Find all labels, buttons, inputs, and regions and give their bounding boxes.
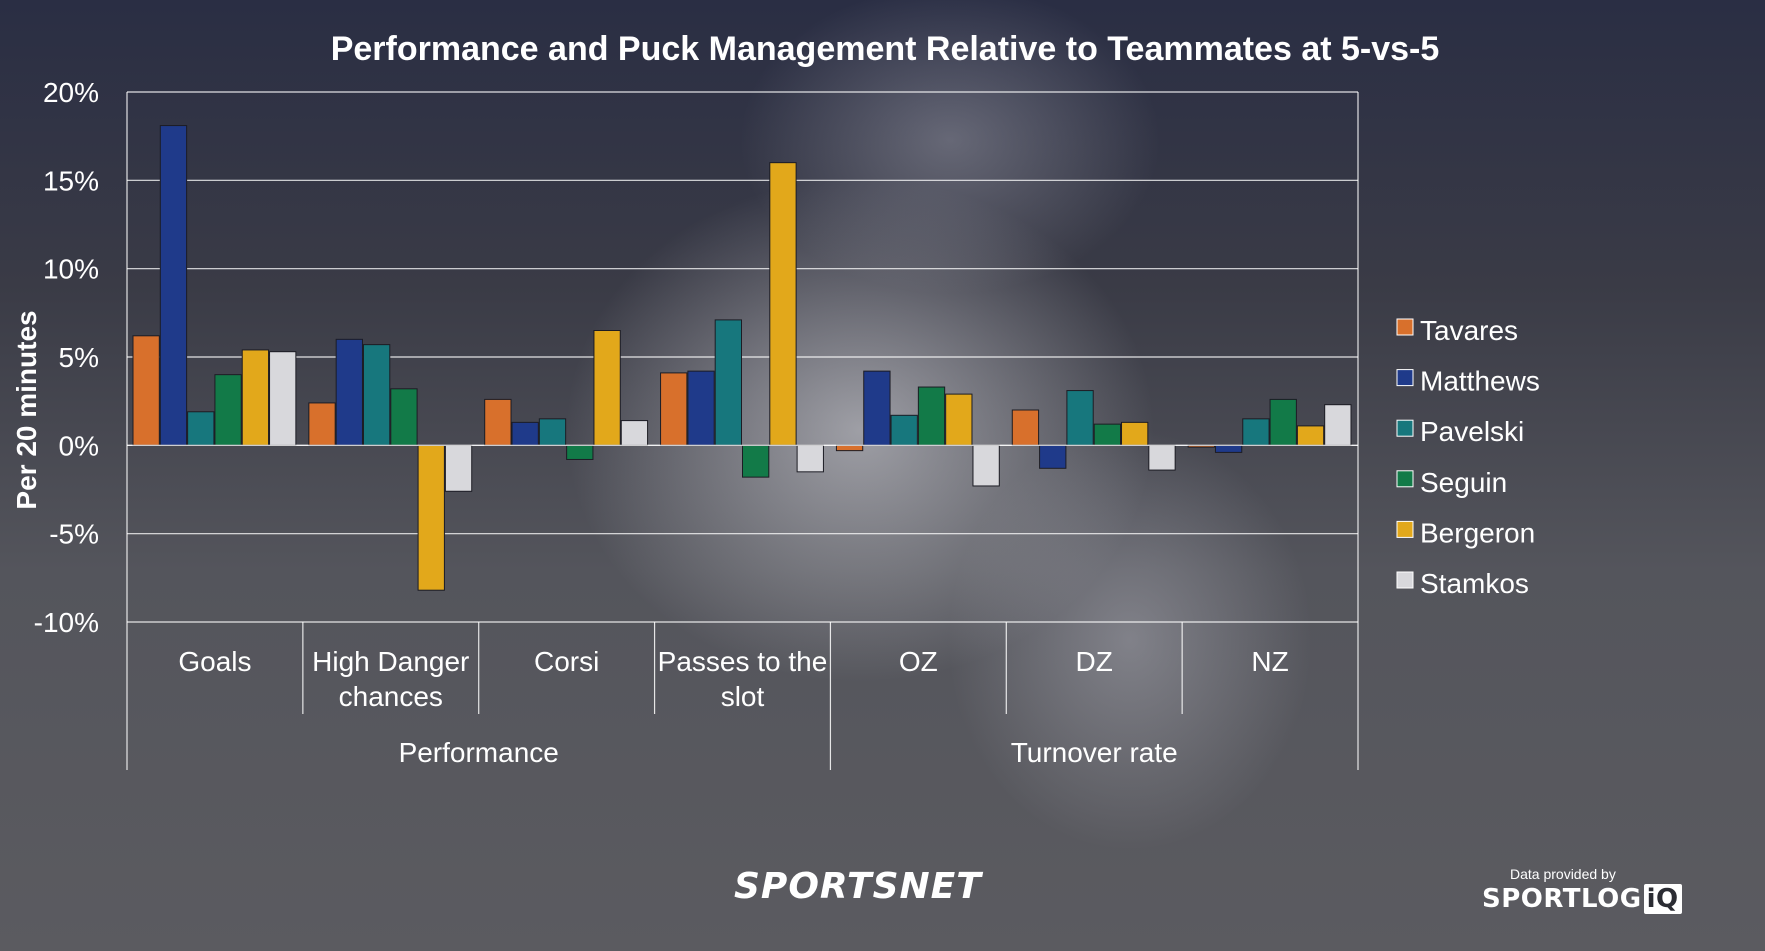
iq-badge: iQ (1643, 884, 1682, 914)
y-axis-title: Per 20 minutes (11, 310, 42, 509)
bar-stamkos-2 (620, 420, 649, 446)
bar-seguin-3 (742, 444, 770, 478)
bar-tavares-0 (132, 335, 160, 446)
x-tick-label: DZ (1076, 646, 1113, 677)
legend-swatch-tavares (1396, 318, 1414, 336)
bar-pavelski-2 (538, 418, 567, 446)
bar-matthews-3 (687, 370, 715, 446)
bar-pavelski-6 (1242, 418, 1270, 446)
x-tick-label-line: NZ (1251, 646, 1288, 677)
x-tick-label-line: Passes to the (658, 646, 828, 677)
legend-swatch-matthews (1396, 369, 1414, 387)
bars (132, 125, 1352, 591)
bar-bergeron-0 (241, 349, 270, 446)
bar-pavelski-1 (362, 344, 391, 446)
x-tick-label: Corsi (534, 646, 599, 677)
bar-bergeron-4 (945, 393, 973, 446)
legend-label-bergeron: Bergeron (1420, 517, 1535, 548)
bar-bergeron-3 (769, 162, 797, 446)
bar-seguin-0 (214, 374, 242, 446)
legend-label-pavelski: Pavelski (1420, 416, 1524, 447)
y-tick-label: 10% (43, 254, 99, 285)
y-tick-label: 15% (43, 165, 99, 196)
gridlines (126, 91, 1359, 623)
x-tick-label: OZ (899, 646, 938, 677)
legend-swatch-bergeron (1396, 520, 1414, 538)
y-tick-label: -10% (34, 607, 99, 638)
sportlogiq-logo-text: SPORTLOG (1482, 884, 1642, 914)
legend-swatch-stamkos (1396, 571, 1414, 589)
bar-matthews-5 (1039, 444, 1067, 469)
bar-pavelski-0 (187, 411, 215, 446)
bar-pavelski-5 (1066, 390, 1094, 446)
x-tick-label-line: DZ (1076, 646, 1113, 677)
legend-label-seguin: Seguin (1420, 467, 1507, 498)
sportsnet-logo: SPORTSNET (734, 866, 982, 907)
x-tick-label: High Danger chances (312, 646, 469, 712)
bar-matthews-0 (159, 125, 188, 446)
bar-tavares-4 (835, 444, 864, 452)
chart-title: Performance and Puck Management Relative… (331, 30, 1440, 68)
legend-label-stamkos: Stamkos (1420, 568, 1529, 599)
bar-seguin-5 (1093, 423, 1122, 446)
y-tick-label: -5% (49, 519, 99, 550)
x-tick-label-line: Goals (178, 646, 251, 677)
legend-swatch-seguin (1396, 470, 1414, 488)
y-tick-label: 5% (59, 342, 99, 373)
x-group-label: Turnover rate (1011, 737, 1178, 768)
bar-stamkos-3 (796, 444, 824, 473)
bar-seguin-4 (917, 386, 946, 446)
bar-bergeron-1 (417, 444, 445, 591)
x-group-label: Performance (399, 737, 559, 768)
sportlogiq-logo: SPORTLOG iQ (1482, 884, 1682, 914)
x-tick-label-line: chances (339, 681, 443, 712)
bar-matthews-1 (335, 338, 363, 446)
bar-bergeron-2 (593, 330, 621, 446)
x-tick-label-line: High Danger (312, 646, 469, 677)
bar-stamkos-4 (972, 444, 1000, 487)
x-tick-label: Passes to the slot (658, 646, 828, 712)
y-tick-label: 0% (59, 430, 99, 461)
bar-stamkos-5 (1148, 444, 1176, 471)
x-tick-label-line: OZ (899, 646, 938, 677)
bar-stamkos-6 (1324, 404, 1352, 446)
x-tick-label: NZ (1251, 646, 1288, 677)
legend: Tavares Matthews Pavelski Seguin Bergeron Sta… (1396, 315, 1540, 599)
legend-swatch-pavelski (1396, 419, 1414, 437)
bar-matthews-2 (511, 421, 539, 446)
bar-seguin-1 (390, 388, 418, 446)
bar-tavares-1 (308, 402, 336, 446)
bar-tavares-2 (484, 398, 512, 446)
bar-matthews-6 (1214, 444, 1243, 453)
bar-seguin-2 (566, 444, 594, 460)
legend-label-matthews: Matthews (1420, 366, 1540, 397)
bar-bergeron-6 (1296, 425, 1325, 446)
x-tick-label-line: Corsi (534, 646, 599, 677)
data-credit-text: Data provided by (1510, 866, 1616, 882)
bar-seguin-6 (1269, 398, 1297, 446)
bar-matthews-4 (863, 370, 891, 446)
bar-tavares-5 (1011, 409, 1040, 446)
bar-bergeron-5 (1121, 421, 1149, 446)
bar-stamkos-0 (269, 351, 297, 446)
x-tick-label-line: slot (721, 681, 765, 712)
x-tick-label: Goals (178, 646, 251, 677)
x-axis: Goals High Danger chances Corsi Passes to th… (126, 444, 1359, 770)
bar-pavelski-4 (890, 414, 918, 446)
y-axis-ticks: -10% -5% 0% 5% 10% 15% 20% (34, 77, 99, 638)
bar-stamkos-1 (444, 444, 473, 492)
bar-tavares-3 (660, 372, 688, 446)
bar-pavelski-3 (714, 319, 743, 446)
y-tick-label: 20% (43, 77, 99, 108)
legend-label-tavares: Tavares (1420, 315, 1518, 346)
